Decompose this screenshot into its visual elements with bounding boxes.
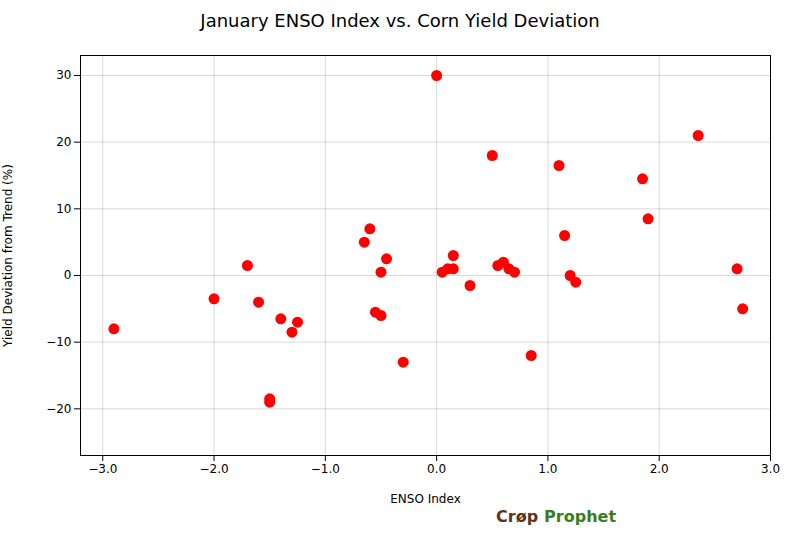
- svg-text:20: 20: [56, 135, 71, 149]
- svg-text:−3.0: −3.0: [88, 462, 117, 476]
- svg-text:0: 0: [64, 268, 72, 282]
- html-text:January ENSO Index vs. Corn Yi: January ENSO Index vs. Corn Yield Deviat…: [200, 10, 600, 31]
- svg-text:0.0: 0.0: [427, 462, 446, 476]
- svg-text:−2.0: −2.0: [199, 462, 228, 476]
- svg-text:10: 10: [56, 202, 71, 216]
- svg-text:−1.0: −1.0: [311, 462, 340, 476]
- svg-text:Yield Deviation from Trend (%): Yield Deviation from Trend (%): [1, 164, 15, 348]
- svg-text:−10: −10: [46, 335, 71, 349]
- svg-text:2.0: 2.0: [650, 462, 669, 476]
- html-text:Crøp Prophet: Crøp Prophet: [496, 507, 616, 526]
- svg-text:3.0: 3.0: [761, 462, 780, 476]
- svg-text:ENSO Index: ENSO Index: [390, 492, 460, 506]
- svg-text:−20: −20: [46, 402, 71, 416]
- svg-text:1.0: 1.0: [538, 462, 557, 476]
- svg-text:30: 30: [56, 68, 71, 82]
